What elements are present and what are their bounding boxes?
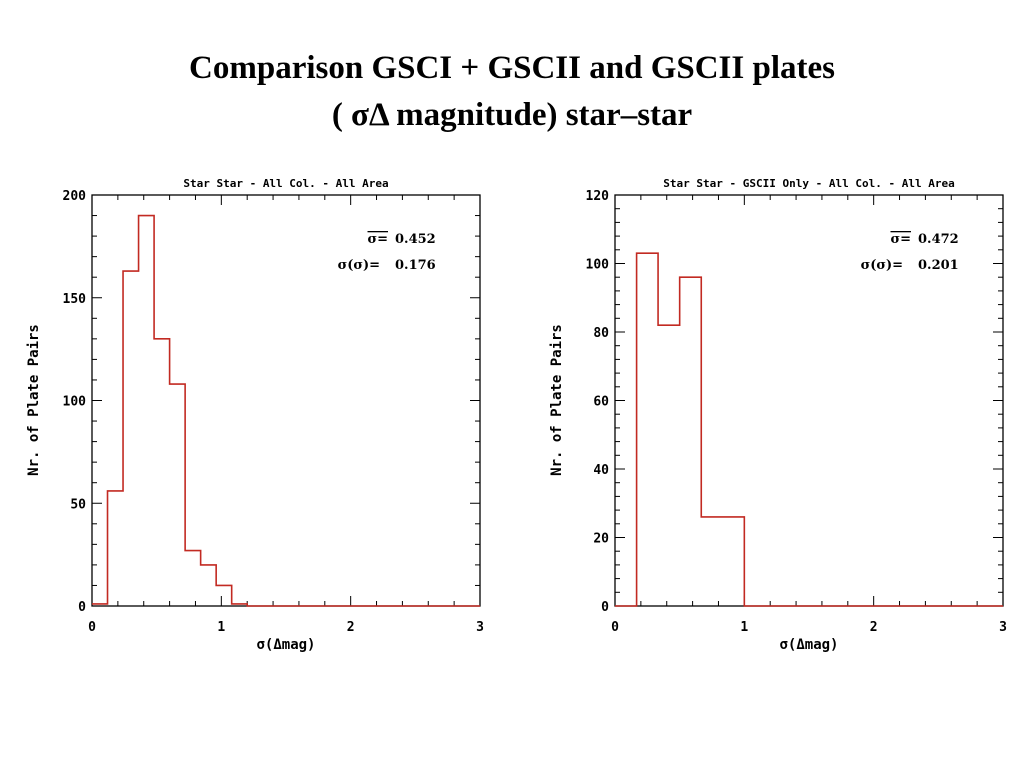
histogram-bin [637,253,658,606]
histogram-bin [123,271,139,606]
stats-annotation: σ= 0.452 σ(σ)= 0.176 [338,232,436,273]
y-tick-label: 100 [586,258,610,273]
histogram-bin [216,585,232,606]
sigma-mean-label: σ= [891,232,911,247]
histogram-chart-all-col: Star Star - All Col. - All Area 0 1 2 3 0 50 1… [26,177,484,653]
slide-title-line-2: ( σΔ magnitude) star–star [331,97,693,133]
y-tick-label: 20 [593,532,609,547]
y-tick-label: 200 [63,189,87,204]
sigma-mean-value: 0.472 [918,232,959,247]
sigma-std-label: σ(σ)= [338,258,380,273]
sigma-mean-value: 0.452 [395,232,436,247]
histogram-series [92,214,480,607]
x-axis-label: σ(Δmag) [779,637,838,653]
y-tick-label: 0 [78,600,86,615]
y-axis-label: Nr. of Plate Pairs [549,324,565,476]
chart-title: Star Star - GSCII Only - All Col. - All … [663,177,954,190]
histogram-bin [92,604,108,606]
y-tick-label: 80 [593,326,609,341]
slide-title-line-1: Comparison GSCI + GSCII and GSCII plates [189,50,835,86]
x-tick-label: 3 [476,620,484,635]
x-tick-label: 2 [870,620,878,635]
y-tick-label: 100 [63,395,87,410]
histogram-bin [658,325,680,606]
sigma-mean-label: σ= [368,232,388,247]
y-axis-label: Nr. of Plate Pairs [26,324,42,476]
histogram-series [615,252,1003,607]
histogram-bin [701,517,744,606]
x-tick-label: 2 [347,620,355,635]
y-tick-label: 0 [601,600,609,615]
histogram-bin [170,384,186,606]
y-tick-label: 40 [593,463,609,478]
histogram-chart-gscii-only: Star Star - GSCII Only - All Col. - All … [549,177,1007,653]
x-tick-label: 0 [88,620,96,635]
histogram-bin [154,339,170,606]
y-tick-label: 120 [586,189,610,204]
sigma-std-value: 0.201 [918,258,959,273]
y-tick-label: 60 [593,395,609,410]
histogram-bin [185,551,201,606]
histogram-step-line [92,214,480,607]
sigma-std-label: σ(σ)= [861,258,903,273]
sigma-std-value: 0.176 [395,258,436,273]
x-tick-label: 1 [740,620,748,635]
y-tick-label: 150 [63,292,87,307]
chart-title: Star Star - All Col. - All Area [183,177,388,190]
x-tick-label: 1 [217,620,225,635]
y-tick-label: 50 [70,497,86,512]
histogram-step-line [615,252,1003,607]
histogram-bin [232,604,248,606]
x-tick-label: 0 [611,620,619,635]
histogram-bin [201,565,217,606]
x-tick-label: 3 [999,620,1007,635]
histogram-bin [139,216,155,606]
histogram-bin [108,491,124,606]
x-axis-label: σ(Δmag) [256,637,315,653]
histogram-bin [680,277,702,606]
stats-annotation: σ= 0.472 σ(σ)= 0.201 [861,232,959,273]
